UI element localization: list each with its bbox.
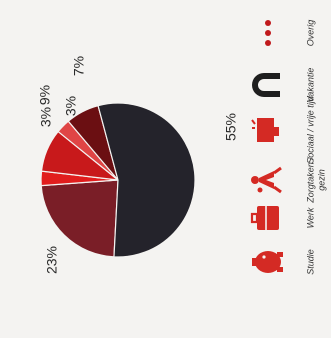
legend-label: Zorgtaken / — [305, 156, 315, 204]
briefcase-icon — [250, 206, 279, 230]
pie-value-labels: 23%3%9%3%7%55% — [37, 56, 239, 274]
pie-value-label: 9% — [37, 85, 53, 105]
pie-value-label: 7% — [71, 56, 87, 76]
legend-label: Vakantie — [305, 68, 315, 103]
pie-value-label: 3% — [38, 107, 54, 127]
pie-value-label: 3% — [63, 96, 79, 116]
horseshoe-icon — [252, 73, 280, 97]
party-icon — [251, 118, 279, 142]
legend-item-5: Overig — [265, 20, 315, 47]
pie-value-label: 55% — [223, 113, 239, 141]
pie-slice-overig — [97, 102, 196, 258]
pie-slice-studie — [40, 179, 119, 258]
legend-label: Overig — [305, 20, 315, 47]
legend-item-0: Studie — [252, 249, 315, 275]
piggy-bank-icon — [252, 251, 283, 273]
legend-label: Werk — [305, 207, 315, 228]
legend-label: Sociaal / vrije tijd — [305, 95, 315, 164]
dots-icon — [265, 20, 271, 46]
legend-item-2: Zorgtaken / gezin — [251, 156, 326, 204]
pie-value-label: 23% — [44, 246, 60, 274]
legend-label: gezin — [316, 169, 326, 191]
legend-item-4: Vakantie — [252, 68, 315, 103]
family-icon — [251, 166, 282, 194]
legend-item-3: Sociaal / vrije tijd — [251, 95, 315, 164]
legend-label: Studie — [305, 249, 315, 275]
legend-item-1: Werk — [250, 206, 315, 230]
pie-slices — [40, 102, 196, 258]
legend: Studie Werk Zorgtaken / gezin Sociaal / v… — [250, 20, 326, 275]
